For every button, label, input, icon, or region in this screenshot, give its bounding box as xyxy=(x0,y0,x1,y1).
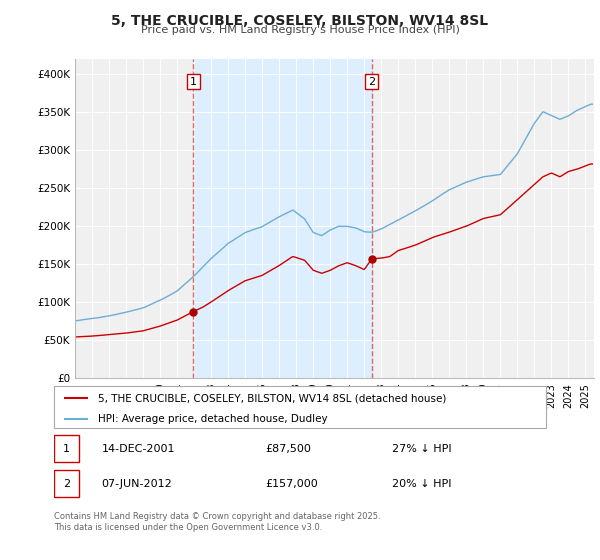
Bar xyxy=(193,59,372,378)
Text: 5, THE CRUCIBLE, COSELEY, BILSTON, WV14 8SL (detached house): 5, THE CRUCIBLE, COSELEY, BILSTON, WV14 … xyxy=(98,393,446,403)
Bar xyxy=(54,470,79,497)
Text: 14-DEC-2001: 14-DEC-2001 xyxy=(101,444,175,454)
Text: £87,500: £87,500 xyxy=(265,444,311,454)
Text: Contains HM Land Registry data © Crown copyright and database right 2025.
This d: Contains HM Land Registry data © Crown c… xyxy=(54,512,380,532)
Text: 20% ↓ HPI: 20% ↓ HPI xyxy=(392,479,451,489)
Text: 2: 2 xyxy=(63,479,70,489)
Text: 1: 1 xyxy=(63,444,70,454)
Text: £157,000: £157,000 xyxy=(265,479,318,489)
Text: 07-JUN-2012: 07-JUN-2012 xyxy=(101,479,172,489)
Bar xyxy=(54,436,79,462)
Text: 1: 1 xyxy=(190,77,197,87)
Text: 27% ↓ HPI: 27% ↓ HPI xyxy=(392,444,452,454)
Text: HPI: Average price, detached house, Dudley: HPI: Average price, detached house, Dudl… xyxy=(98,414,328,424)
Text: 2: 2 xyxy=(368,77,376,87)
Text: Price paid vs. HM Land Registry's House Price Index (HPI): Price paid vs. HM Land Registry's House … xyxy=(140,25,460,35)
Text: 5, THE CRUCIBLE, COSELEY, BILSTON, WV14 8SL: 5, THE CRUCIBLE, COSELEY, BILSTON, WV14 … xyxy=(112,14,488,28)
